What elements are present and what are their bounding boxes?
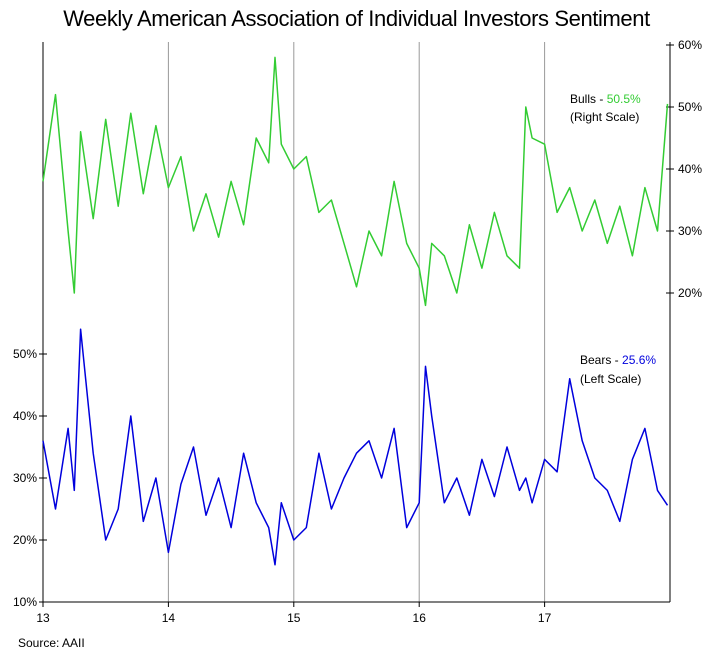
left-tick-label: 30% bbox=[13, 471, 37, 485]
series-lines bbox=[42, 56, 669, 566]
right-tick-label: 20% bbox=[678, 286, 702, 300]
right-axis-ticks: 20% 30% 40% 50% 60% bbox=[666, 38, 702, 300]
right-tick-label: 30% bbox=[678, 224, 702, 238]
right-tick-label: 50% bbox=[678, 100, 702, 114]
right-tick-label: 60% bbox=[678, 38, 702, 52]
x-tick-label: 13 bbox=[36, 611, 50, 625]
left-tick-label: 50% bbox=[13, 347, 37, 361]
bears-scale-label: (Left Scale) bbox=[580, 372, 641, 386]
x-tick-label: 17 bbox=[538, 611, 552, 625]
bulls-label: Bulls - 50.5% bbox=[570, 92, 641, 106]
vertical-gridlines bbox=[167, 42, 546, 602]
bears-label-value: 25.6% bbox=[622, 353, 656, 367]
left-axis-ticks: 10% 20% 30% 40% 50% bbox=[13, 347, 47, 609]
left-tick-label: 10% bbox=[13, 595, 37, 609]
source-note: Source: AAII bbox=[18, 636, 85, 650]
x-tick-label: 15 bbox=[287, 611, 301, 625]
bulls-scale-label: (Right Scale) bbox=[570, 110, 639, 124]
bears-label-prefix: Bears - bbox=[580, 353, 622, 367]
x-tick-label: 14 bbox=[162, 611, 176, 625]
x-tick-label: 16 bbox=[413, 611, 427, 625]
bears-series-line bbox=[42, 328, 669, 566]
bulls-series-line bbox=[42, 56, 669, 307]
bears-label: Bears - 25.6% bbox=[580, 353, 656, 367]
bulls-label-prefix: Bulls - bbox=[570, 92, 607, 106]
bulls-label-value: 50.5% bbox=[607, 92, 641, 106]
chart-title: Weekly American Association of Individua… bbox=[63, 6, 650, 31]
right-tick-label: 40% bbox=[678, 162, 702, 176]
left-tick-label: 40% bbox=[13, 409, 37, 423]
x-axis-ticks: 13 14 15 16 17 bbox=[36, 602, 552, 625]
left-tick-label: 20% bbox=[13, 533, 37, 547]
